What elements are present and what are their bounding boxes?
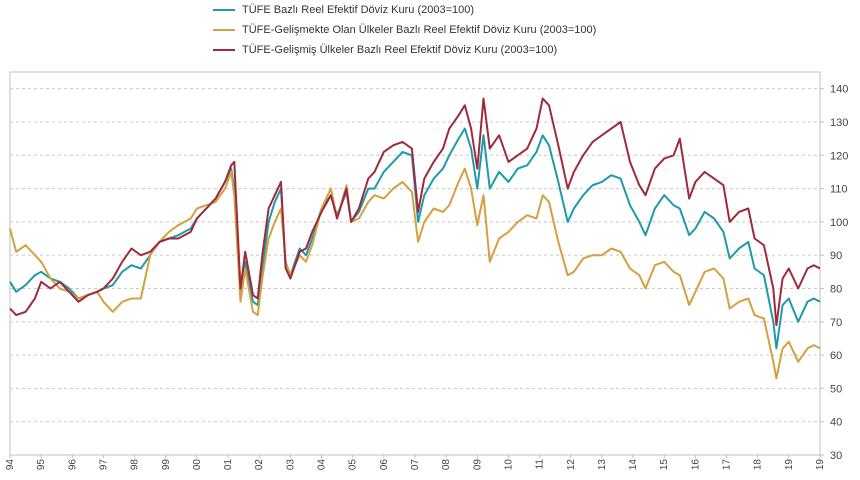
x-tick-label: 05 <box>348 459 359 471</box>
y-tick-label: 80 <box>830 283 842 295</box>
legend-swatch-gelismis <box>213 49 235 51</box>
plot-frame <box>9 71 821 456</box>
legend-label-gelismis: TÜFE-Gelişmiş Ülkeler Bazlı Reel Efektif… <box>242 44 558 56</box>
y-tick-label: 90 <box>830 250 842 262</box>
x-tick-label: 00 <box>192 459 203 471</box>
y-tick-label: 130 <box>830 117 848 129</box>
x-tick-label: 19 <box>784 459 795 471</box>
x-tick-label: 01 <box>223 459 234 471</box>
chart-legend: TÜFE Bazlı Reel Efektif Döviz Kuru (2003… <box>205 0 725 60</box>
y-tick-label: 70 <box>830 317 842 329</box>
x-tick-label: 14 <box>628 459 639 471</box>
x-tick-label: 13 <box>597 459 608 471</box>
x-tick-label: 94 <box>5 459 16 471</box>
x-tick-label: 96 <box>67 459 78 471</box>
series-line-2 <box>9 97 821 327</box>
y-tick-label: 100 <box>830 217 848 229</box>
x-tick-label: 16 <box>690 459 701 471</box>
x-tick-label: 08 <box>441 459 452 471</box>
x-tick-label: 07 <box>410 459 421 471</box>
x-tick-label: 19 <box>815 459 826 471</box>
legend-label-tufe: TÜFE Bazlı Reel Efektif Döviz Kuru (2003… <box>242 4 475 16</box>
y-tick-label: 140 <box>830 84 848 96</box>
x-tick-label: 12 <box>566 459 577 471</box>
x-tick-label: 98 <box>130 459 141 471</box>
series-line-0 <box>9 127 821 350</box>
y-tick-label: 30 <box>830 450 842 462</box>
x-tick-label: 11 <box>535 459 546 470</box>
series-line-1 <box>9 167 821 380</box>
x-tick-label: 02 <box>254 459 265 471</box>
legend-label-gelismekte: TÜFE-Gelişmekte Olan Ülkeler Bazlı Reel … <box>242 24 597 36</box>
x-tick-label: 15 <box>659 459 670 471</box>
y-tick-label: 50 <box>830 383 842 395</box>
x-tick-label: 10 <box>503 459 514 471</box>
x-tick-label: 99 <box>161 459 172 471</box>
x-tick-label: 06 <box>379 459 390 471</box>
y-tick-label: 110 <box>830 184 848 196</box>
x-tick-label: 17 <box>722 459 733 471</box>
legend-item-tufe: TÜFE Bazlı Reel Efektif Döviz Kuru (2003… <box>205 0 725 20</box>
legend-swatch-tufe <box>213 9 235 11</box>
x-tick-label: 09 <box>472 459 483 471</box>
y-tick-label: 120 <box>830 150 848 162</box>
legend-item-gelismis: TÜFE-Gelişmiş Ülkeler Bazlı Reel Efektif… <box>205 40 725 60</box>
x-tick-label: 18 <box>753 459 764 471</box>
x-tick-label: 03 <box>285 459 296 471</box>
x-tick-label: 04 <box>317 459 328 471</box>
x-tick-label: 97 <box>98 459 109 471</box>
legend-swatch-gelismekte <box>213 29 235 31</box>
legend-item-gelismekte: TÜFE-Gelişmekte Olan Ülkeler Bazlı Reel … <box>205 20 725 40</box>
y-tick-label: 40 <box>830 417 842 429</box>
x-tick-label: 95 <box>36 459 47 471</box>
y-tick-label: 60 <box>830 350 842 362</box>
